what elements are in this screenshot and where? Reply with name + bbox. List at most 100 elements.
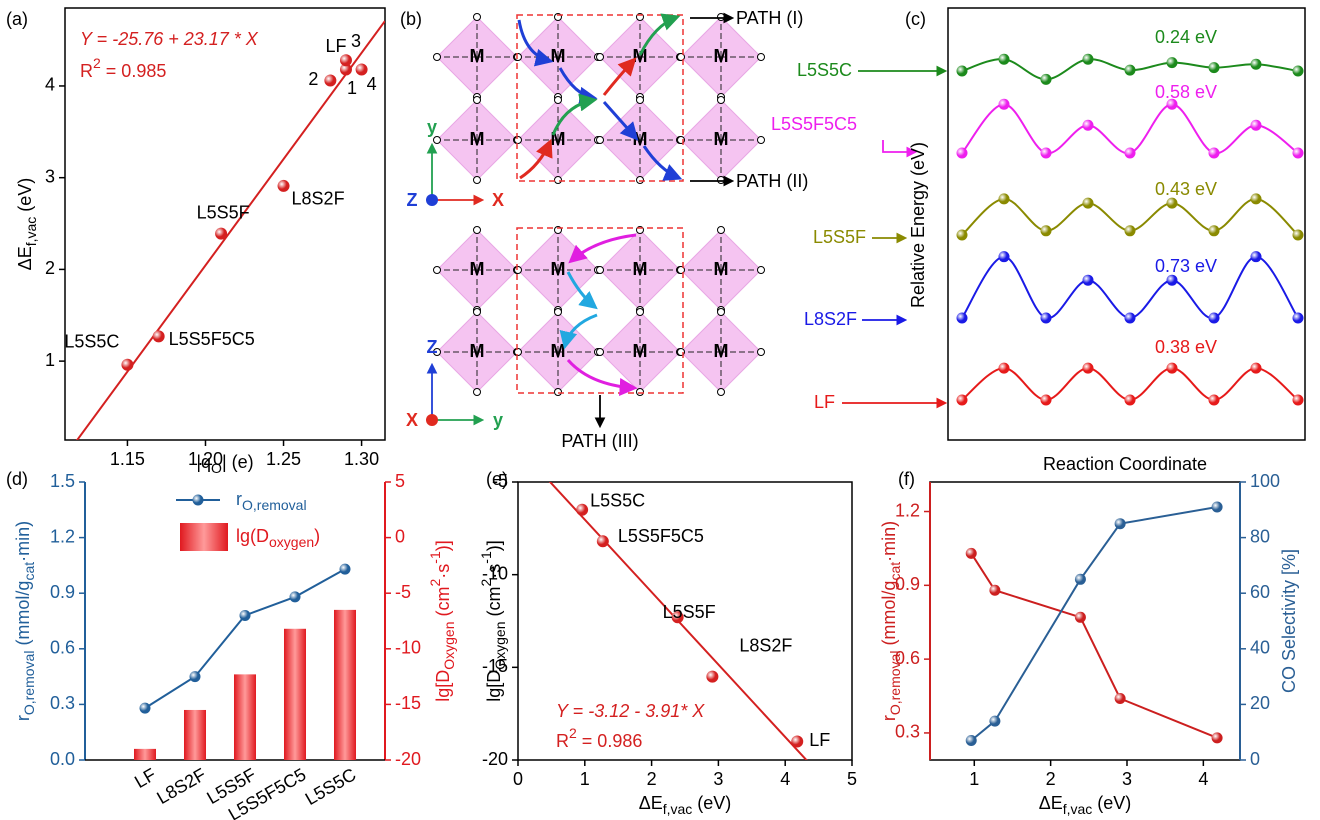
line bbox=[970, 506, 1218, 742]
energy-point bbox=[1124, 312, 1136, 324]
label-part: O,removal bbox=[21, 651, 37, 716]
series-name: L8S2F bbox=[804, 309, 857, 329]
x-tick-label: 2 bbox=[1046, 769, 1056, 789]
oxygen-site bbox=[757, 136, 765, 144]
oxygen-site bbox=[473, 388, 481, 396]
oxygen-site bbox=[554, 388, 562, 396]
series-name: L5S5C bbox=[797, 60, 852, 80]
energy-point bbox=[1040, 73, 1052, 85]
x-tick-label: 3 bbox=[713, 769, 723, 789]
data-point bbox=[339, 54, 352, 67]
oxygen-site bbox=[473, 308, 481, 316]
fit-equation: Y = -3.12 - 3.91* X bbox=[556, 701, 705, 721]
label-part: r bbox=[879, 715, 899, 721]
x-tick-label: 2 bbox=[647, 769, 657, 789]
label-part: 2 bbox=[93, 55, 101, 71]
label-part: (cm bbox=[433, 586, 453, 621]
label-part: f,vac bbox=[1063, 801, 1093, 817]
energy-point bbox=[956, 65, 968, 77]
path-label: PATH (II) bbox=[736, 171, 808, 191]
energy-point bbox=[1208, 394, 1220, 406]
axis-origin bbox=[426, 194, 438, 206]
oxygen-site bbox=[473, 96, 481, 104]
fit-line bbox=[548, 482, 808, 760]
y-tick-label: 0.9 bbox=[50, 582, 75, 602]
label-part: O,removal bbox=[242, 497, 307, 513]
metal-label: M bbox=[714, 129, 729, 149]
energy-point bbox=[1166, 362, 1178, 374]
label-part: )] bbox=[484, 540, 504, 551]
point-label: 3 bbox=[351, 31, 361, 51]
energy-point bbox=[1082, 274, 1094, 286]
energy-point bbox=[1250, 251, 1262, 263]
y-tick-label: 1 bbox=[45, 350, 55, 370]
y-tick-label: 5 bbox=[395, 471, 405, 491]
migration-arrow bbox=[566, 271, 598, 310]
annotation: LF bbox=[325, 36, 346, 56]
oxygen-site bbox=[514, 348, 522, 356]
x-tick-label: 0 bbox=[513, 769, 523, 789]
point-label: L5S5F5C5 bbox=[169, 329, 255, 349]
unit-cell bbox=[516, 227, 684, 394]
bar bbox=[284, 628, 306, 760]
metal-label: M bbox=[633, 46, 648, 66]
label-part: f,vac bbox=[23, 217, 39, 247]
line-point bbox=[965, 735, 977, 747]
x-tick-label: L8S2F bbox=[153, 764, 209, 808]
energy-point bbox=[1166, 98, 1178, 110]
path-label: PATH (III) bbox=[561, 431, 638, 451]
energy-point bbox=[1166, 57, 1178, 69]
label-part: r bbox=[236, 489, 242, 509]
metal-label: M bbox=[633, 341, 648, 361]
y-tick-label: 2 bbox=[45, 258, 55, 278]
oxygen-site bbox=[717, 13, 725, 21]
point-label: 4 bbox=[367, 74, 377, 94]
legend-label: rO,removal bbox=[236, 489, 307, 513]
label-part: 2 bbox=[478, 578, 494, 586]
y2-axis-label: lg[DOxygen (cm2·s-1)] bbox=[427, 540, 457, 702]
oxygen-site bbox=[677, 53, 685, 61]
label-part: O,removal bbox=[887, 651, 903, 716]
label-part: ·s bbox=[433, 564, 453, 579]
axis-name: Z bbox=[407, 190, 418, 210]
energy-point bbox=[1040, 147, 1052, 159]
label-part: 2 bbox=[569, 725, 577, 741]
data-point bbox=[671, 611, 684, 624]
line-point bbox=[965, 547, 977, 559]
path-label: PATH (I) bbox=[736, 8, 803, 28]
label-part: (eV) bbox=[692, 793, 731, 813]
oxygen-site bbox=[717, 176, 725, 184]
migration-arrow bbox=[602, 101, 639, 141]
label-part: f,vac bbox=[663, 801, 693, 817]
data-point bbox=[355, 63, 368, 76]
y-tick-label: 0.3 bbox=[50, 693, 75, 713]
oxygen-site bbox=[433, 136, 441, 144]
unit-cell bbox=[516, 14, 684, 182]
axis-name: y bbox=[493, 410, 503, 430]
y-tick-label: 0.0 bbox=[50, 749, 75, 769]
label-part: Oxygen bbox=[492, 621, 508, 669]
oxygen-site bbox=[554, 308, 562, 316]
y-tick-label: 0.9 bbox=[895, 574, 920, 594]
label-part: R bbox=[80, 61, 93, 81]
y-tick-label: -5 bbox=[395, 582, 411, 602]
bar bbox=[134, 748, 156, 760]
energy-point bbox=[1208, 62, 1220, 74]
plot-frame bbox=[929, 481, 1241, 761]
label-part: lg[D bbox=[433, 670, 453, 702]
oxygen-site bbox=[514, 53, 522, 61]
energy-curve bbox=[961, 103, 1299, 155]
energy-point bbox=[998, 53, 1010, 65]
energy-point bbox=[1040, 225, 1052, 237]
line-point bbox=[1074, 611, 1086, 623]
oxygen-site bbox=[677, 266, 685, 274]
panel-label: (d) bbox=[6, 469, 28, 489]
energy-point bbox=[1124, 225, 1136, 237]
x-axis-label: ΔEf,vac (eV) bbox=[1039, 793, 1132, 817]
energy-point bbox=[998, 193, 1010, 205]
label-part: | (e) bbox=[222, 452, 254, 472]
label-part: Oxygen bbox=[441, 621, 457, 669]
label-part: (mmol/g bbox=[879, 581, 899, 651]
panel-label: (f) bbox=[898, 469, 915, 489]
y-tick-label: 4 bbox=[45, 75, 55, 95]
